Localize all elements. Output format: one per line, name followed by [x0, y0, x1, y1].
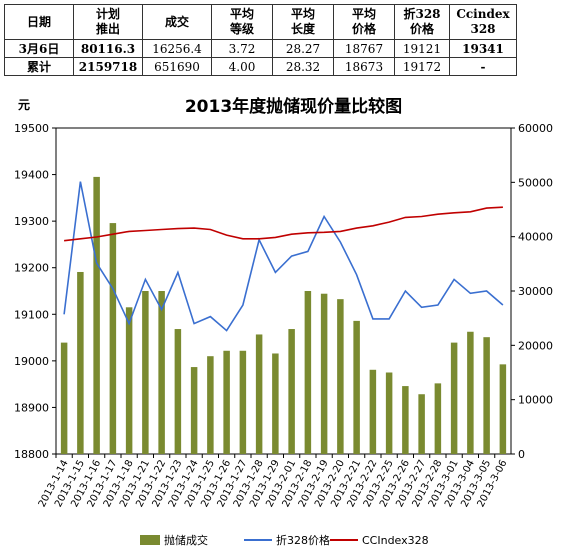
bar — [467, 331, 474, 454]
bar — [434, 383, 442, 454]
bar — [402, 386, 409, 454]
bar — [353, 320, 360, 454]
legend-swatch — [140, 535, 160, 545]
left-tick-label: 18800 — [14, 448, 49, 461]
bar — [499, 364, 507, 454]
left-tick-label: 19300 — [14, 215, 49, 228]
right-tick-label: 0 — [518, 448, 525, 461]
bar — [369, 369, 377, 454]
table-cell: 18673 — [333, 57, 395, 76]
bar — [223, 350, 230, 454]
table-cell: 28.27 — [272, 39, 334, 58]
bar — [304, 291, 312, 454]
table-cell: 19172 — [394, 57, 450, 76]
left-tick-label: 19400 — [14, 169, 49, 182]
plot-area — [55, 127, 512, 455]
bar — [207, 356, 214, 454]
table-header-row: 日期 计划 推出 成交 平均 等级 平均 长度 平均 价格 折328 价格 Ccindex 328 — [4, 4, 517, 40]
table-cell: 3.72 — [211, 39, 273, 58]
right-tick-label: 60000 — [518, 122, 553, 135]
table-cell: 累计 — [4, 57, 74, 76]
table-cell: - — [449, 57, 517, 76]
table-header-cell: 成交 — [142, 4, 212, 40]
legend-label: 抛储成交 — [164, 533, 208, 547]
bar — [77, 271, 84, 454]
table-header-cell: 平均 长度 — [272, 4, 334, 40]
left-tick-label: 19500 — [14, 122, 49, 135]
right-tick-label: 10000 — [518, 394, 553, 407]
table-cell: 2159718 — [73, 57, 143, 76]
summary-table: 日期 计划 推出 成交 平均 等级 平均 长度 平均 价格 折328 价格 Ccindex 328 3月6日… — [4, 4, 517, 76]
bar — [337, 299, 344, 454]
bar — [450, 342, 458, 454]
table-header-cell: 折328 价格 — [394, 4, 450, 40]
bar — [174, 329, 182, 454]
table-header-cell: 平均 等级 — [211, 4, 273, 40]
bar — [272, 353, 279, 454]
series-line — [63, 181, 504, 332]
table-cell: 80116.3 — [73, 39, 143, 58]
right-tick-label: 30000 — [518, 285, 553, 298]
table-header-cell: Ccindex 328 — [449, 4, 517, 40]
chart: 2013年度抛储现价量比较图 元 18800 18900 19000 19100 19200… — [14, 96, 553, 547]
summary-table-body: 日期 计划 推出 成交 平均 等级 平均 长度 平均 价格 折328 价格 Ccindex 328 3月6日… — [4, 4, 517, 76]
series-line — [64, 206, 503, 242]
bar — [239, 350, 247, 454]
bar — [125, 307, 133, 454]
table-header-cell: 平均 价格 — [333, 4, 395, 40]
table-cell: 19121 — [394, 39, 450, 58]
table-cell: 19341 — [449, 39, 517, 58]
bar — [190, 367, 198, 454]
bar — [483, 337, 490, 454]
bar — [142, 291, 149, 454]
left-tick-label: 19200 — [14, 262, 49, 275]
bar — [418, 394, 425, 454]
right-tick-label: 20000 — [518, 339, 553, 352]
bar — [109, 223, 117, 454]
right-tick-label: 40000 — [518, 231, 553, 244]
left-tick-label: 18900 — [14, 401, 49, 414]
table-cell: 3月6日 — [4, 39, 74, 58]
chart-title: 2013年度抛储现价量比较图 — [185, 96, 402, 117]
left-tick-label: 19100 — [14, 308, 49, 321]
bar — [320, 293, 328, 454]
table-cell: 18767 — [333, 39, 395, 58]
table-row: 累计 2159718 651690 4.00 28.32 18673 19172- — [4, 57, 517, 76]
legend-label: CCIndex328 — [362, 534, 429, 547]
bar — [385, 372, 393, 454]
bar — [60, 342, 68, 454]
table-cell: 16256.4 — [142, 39, 212, 58]
left-tick-label: 19000 — [14, 355, 49, 368]
bar — [288, 329, 295, 454]
bar — [158, 291, 165, 454]
y-axis-label: 元 — [18, 98, 30, 112]
table-cell: 651690 — [142, 57, 212, 76]
bar — [255, 334, 263, 454]
table-header-cell: 日期 — [4, 4, 74, 40]
table-cell: 28.32 — [272, 57, 334, 76]
table-row: 3月6日 80116.3 16256.4 3.72 28.27 18767 19121 193… — [4, 39, 517, 58]
table-header-cell: 计划 推出 — [73, 4, 143, 40]
bar — [93, 176, 100, 454]
right-tick-label: 50000 — [518, 176, 553, 189]
table-cell: 4.00 — [211, 57, 273, 76]
legend-label: 折328价格 — [276, 533, 330, 547]
